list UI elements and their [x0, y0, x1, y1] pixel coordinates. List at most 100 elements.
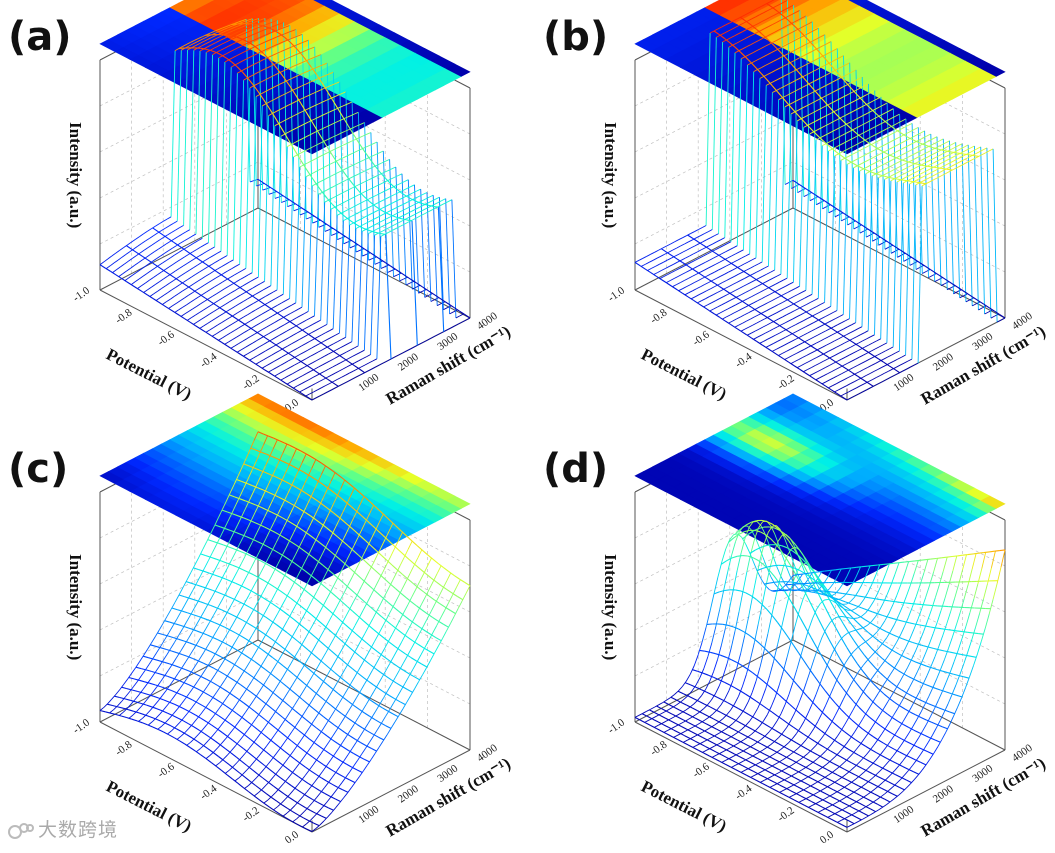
surface-line: [730, 290, 736, 293]
surface-line: [832, 310, 838, 313]
surface-line: [351, 228, 357, 342]
surface-line: [820, 106, 826, 109]
surface-line: [122, 270, 127, 275]
surface-line: [908, 173, 914, 177]
surface-line: [786, 113, 792, 279]
surface-line: [840, 218, 846, 222]
surface-line: [211, 335, 217, 340]
surface-line: [764, 43, 770, 47]
surface-line: [266, 324, 271, 328]
surface-line: [170, 50, 176, 217]
surface-line: [756, 48, 762, 51]
surface-line: [261, 296, 266, 300]
surface-line: [864, 344, 870, 348]
surface-line: [234, 25, 240, 28]
surface-line: [791, 79, 797, 83]
surface-line: [310, 213, 317, 218]
surface-line: [716, 290, 722, 294]
surface-line: [859, 354, 864, 358]
surface-line: [142, 683, 148, 690]
surface-line: [245, 30, 250, 34]
surface-line: [368, 196, 373, 200]
surface-line: [181, 272, 186, 276]
surface-line: [335, 81, 340, 84]
surface-line: [843, 362, 848, 366]
surface-line: [254, 291, 260, 295]
surface-line: [804, 361, 810, 364]
surface-line: [375, 173, 381, 177]
surface-line: [897, 120, 903, 124]
surface-line: [327, 175, 333, 179]
surface-line: [306, 364, 313, 370]
surface-line: [337, 376, 342, 380]
surface-line: [325, 73, 330, 76]
surface-line: [786, 348, 791, 352]
surface-line: [173, 311, 180, 316]
surface-line: [329, 638, 335, 647]
surface-line: [780, 308, 785, 312]
surface-line: [724, 258, 731, 264]
surface-line: [834, 338, 839, 342]
surface-line: [147, 228, 152, 232]
surface-line: [274, 43, 279, 47]
surface-line: [843, 377, 849, 381]
surface-line: [340, 191, 345, 195]
surface-line: [268, 54, 274, 58]
surface-line: [724, 271, 729, 275]
surface-line: [743, 20, 749, 24]
surface-line: [219, 328, 225, 332]
surface-line: [247, 680, 253, 688]
surface-line: [358, 662, 363, 671]
surface-line: [239, 301, 244, 305]
surface-line: [242, 58, 248, 62]
surface-line: [141, 240, 146, 244]
surface-line: [859, 114, 864, 118]
surface-line: [307, 160, 312, 164]
surface-line: [267, 300, 272, 304]
surface-line: [834, 352, 840, 356]
surface-line: [872, 98, 878, 102]
surface-line: [848, 338, 853, 342]
surface-line: [221, 41, 227, 45]
surface-line: [789, 296, 795, 299]
potential-tick-label: -0.2: [775, 373, 796, 393]
surface-line: [211, 544, 217, 554]
surface-line: [939, 170, 944, 173]
surface-line: [197, 593, 203, 602]
surface-line: [866, 92, 871, 96]
surface-line: [383, 170, 389, 173]
surface-line: [725, 22, 731, 26]
surface-line: [409, 565, 415, 574]
surface-line: [733, 310, 739, 314]
surface-line: [782, 25, 787, 29]
surface-line: [282, 146, 288, 295]
surface-line: [795, 57, 800, 61]
surface-line: [231, 32, 236, 36]
surface-line: [173, 708, 178, 714]
surface-line: [792, 48, 798, 52]
surface-line: [395, 269, 402, 274]
surface-line: [219, 574, 225, 583]
surface-line: [425, 196, 430, 200]
surface-line: [737, 308, 743, 312]
surface-line: [333, 160, 338, 163]
surface-line: [269, 346, 274, 350]
surface-line: [316, 54, 322, 57]
surface-line: [292, 371, 297, 374]
surface-line: [332, 204, 339, 211]
surface-line: [385, 158, 390, 162]
surface-line: [698, 278, 703, 281]
surface-line: [200, 328, 207, 333]
surface-line: [258, 91, 265, 101]
surface-line: [344, 129, 349, 132]
surface-line: [918, 137, 924, 141]
surface-line: [839, 125, 844, 129]
surface-line: [147, 244, 153, 248]
surface-line: [210, 49, 217, 53]
surface-line: [221, 738, 227, 744]
surface-line: [784, 33, 789, 37]
surface-line: [899, 362, 905, 366]
surface-line: [711, 263, 717, 267]
surface-line: [308, 377, 314, 380]
surface-line: [830, 358, 837, 363]
